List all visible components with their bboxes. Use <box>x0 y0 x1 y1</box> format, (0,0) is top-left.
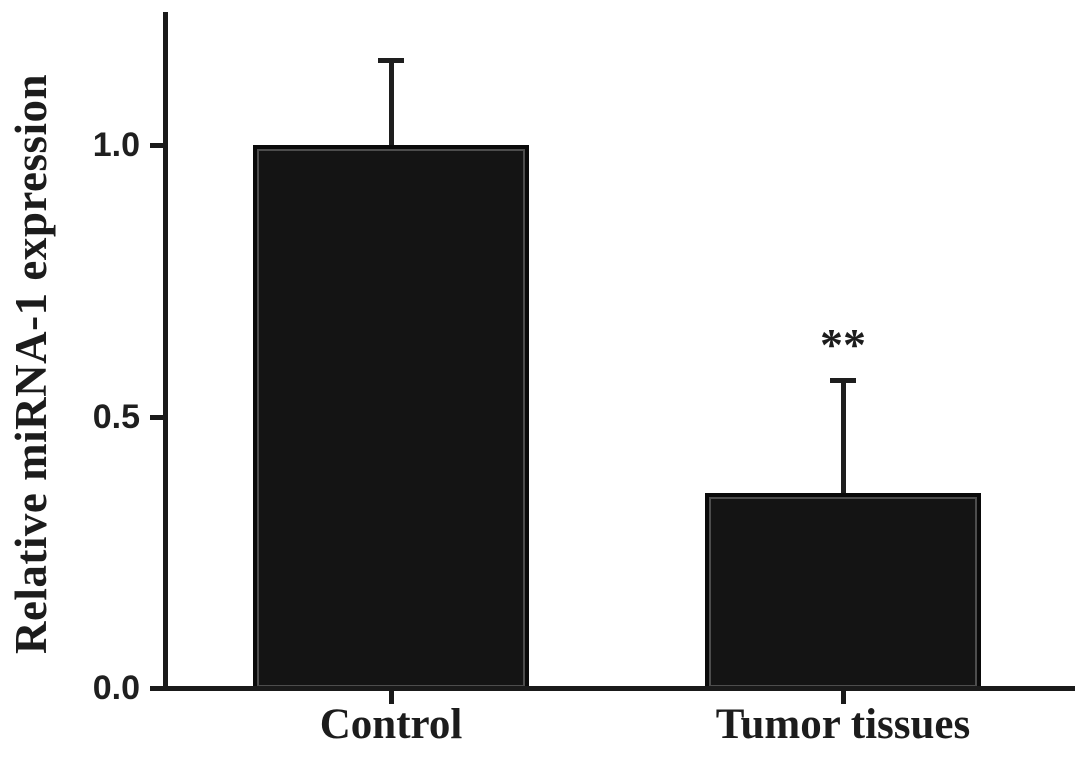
x-category-label: Tumor tissues <box>715 701 971 748</box>
y-axis-tick <box>150 686 163 691</box>
x-category-label: Control <box>319 701 463 748</box>
error-bar-cap <box>378 58 404 64</box>
y-axis-tick <box>150 143 163 148</box>
y-tick-label: 0.0 <box>92 669 140 707</box>
bar-control <box>253 145 529 691</box>
bar-tumor-tissues <box>705 492 981 691</box>
error-bar-cap <box>830 378 856 384</box>
error-bar-line <box>841 378 846 499</box>
x-axis-line <box>163 686 1075 691</box>
y-tick-label: 1.0 <box>92 126 140 164</box>
significance-marker: ** <box>820 319 866 371</box>
y-axis-line <box>163 12 168 691</box>
y-tick-label: 0.5 <box>92 397 140 436</box>
y-axis-tick <box>150 414 163 420</box>
error-bar-line <box>389 58 394 151</box>
y-axis-title: Relative miRNA-1 expression <box>6 73 56 655</box>
x-axis-tick <box>389 691 394 704</box>
x-axis-tick <box>841 691 846 704</box>
